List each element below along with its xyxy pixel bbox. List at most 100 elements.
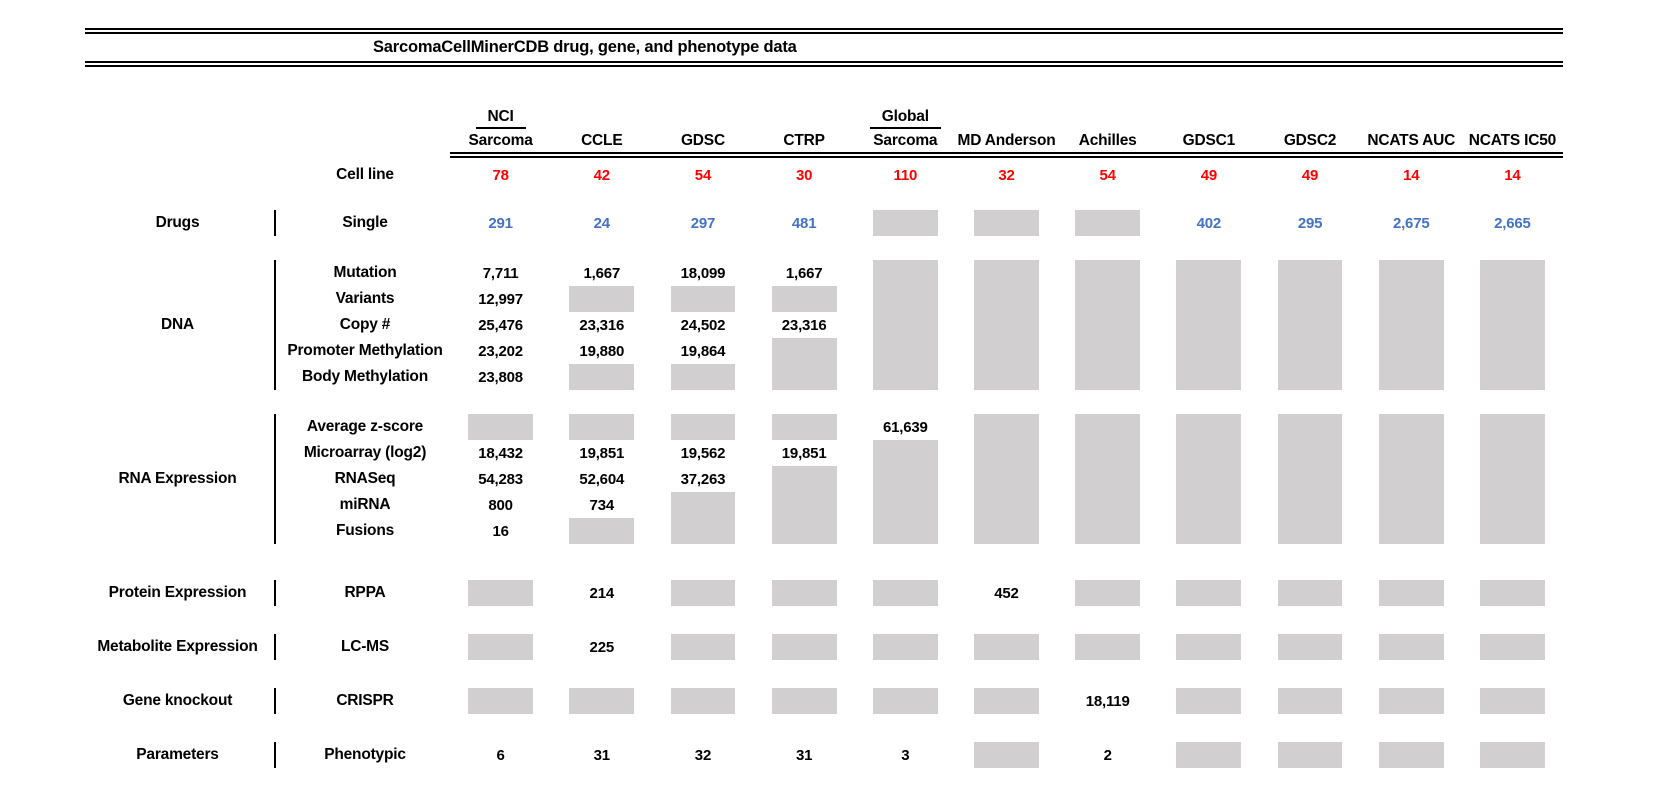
missing-data-cell bbox=[872, 338, 938, 364]
missing-data-cell bbox=[1378, 742, 1444, 768]
column-header-label: NCATS AUC bbox=[1367, 132, 1456, 149]
missing-data-cell bbox=[1176, 580, 1242, 606]
missing-data-cell bbox=[1378, 466, 1444, 492]
column-header: Global Sarcoma bbox=[855, 93, 956, 151]
missing-data-cell bbox=[468, 414, 533, 440]
missing-data-cell bbox=[670, 414, 736, 440]
missing-data-cell bbox=[974, 440, 1039, 466]
data-cell: 16 bbox=[492, 522, 509, 540]
missing-data-cell bbox=[1277, 742, 1343, 768]
missing-data-cell bbox=[974, 634, 1039, 660]
category-divider-bar bbox=[274, 414, 276, 544]
missing-data-cell bbox=[771, 338, 837, 364]
missing-data-cell bbox=[1176, 742, 1242, 768]
column-header-label: Sarcoma bbox=[873, 132, 938, 149]
data-cell: 32 bbox=[694, 746, 712, 764]
row-label: Fusions bbox=[335, 522, 395, 539]
data-cell: 18,099 bbox=[680, 264, 726, 282]
column-header: CCLE bbox=[551, 93, 652, 151]
column-header-label: NCATS IC50 bbox=[1468, 132, 1557, 149]
row-label: RPPA bbox=[344, 584, 386, 601]
missing-data-cell bbox=[1176, 492, 1242, 518]
missing-data-cell bbox=[1480, 312, 1545, 338]
row-label: Variants bbox=[335, 290, 395, 307]
data-cell: 481 bbox=[791, 214, 817, 232]
data-cell: 61,639 bbox=[882, 418, 928, 436]
data-cell: 1,667 bbox=[785, 264, 823, 282]
missing-data-cell bbox=[569, 286, 635, 312]
row-label: Microarray (log2) bbox=[303, 444, 427, 461]
missing-data-cell bbox=[1378, 286, 1444, 312]
missing-data-cell bbox=[670, 286, 736, 312]
missing-data-cell bbox=[771, 580, 837, 606]
column-header-label: GDSC2 bbox=[1283, 132, 1337, 149]
missing-data-cell bbox=[1378, 440, 1444, 466]
missing-data-cell bbox=[872, 312, 938, 338]
data-cell: 18,432 bbox=[478, 444, 523, 462]
missing-data-cell bbox=[670, 688, 736, 714]
data-cell: 2 bbox=[1103, 746, 1112, 764]
missing-data-cell bbox=[1480, 440, 1545, 466]
data-cell: 24,502 bbox=[680, 316, 726, 334]
missing-data-cell bbox=[1277, 492, 1343, 518]
missing-data-cell bbox=[1176, 338, 1242, 364]
missing-data-cell bbox=[670, 518, 736, 544]
column-header-label: Achilles bbox=[1078, 132, 1137, 149]
missing-data-cell bbox=[1176, 414, 1242, 440]
missing-data-cell bbox=[1480, 364, 1545, 390]
missing-data-cell bbox=[974, 364, 1039, 390]
section-gene-knockout: Gene knockout CRISPR 18,119 bbox=[85, 688, 1563, 714]
missing-data-cell bbox=[1277, 364, 1343, 390]
category-divider-bar bbox=[274, 260, 276, 390]
row-label: Single bbox=[342, 214, 388, 231]
category-divider-bar bbox=[274, 580, 276, 606]
missing-data-cell bbox=[974, 688, 1039, 714]
missing-data-cell bbox=[1378, 492, 1444, 518]
missing-data-cell bbox=[872, 364, 938, 390]
missing-data-cell bbox=[771, 466, 837, 492]
missing-data-cell bbox=[1378, 312, 1444, 338]
data-cell: 37,263 bbox=[680, 470, 726, 488]
missing-data-cell bbox=[974, 414, 1039, 440]
missing-data-cell bbox=[1176, 466, 1242, 492]
missing-data-cell bbox=[468, 634, 533, 660]
category-label: DNA bbox=[161, 316, 194, 333]
missing-data-cell bbox=[569, 688, 635, 714]
category-divider-bar bbox=[274, 688, 276, 714]
missing-data-cell bbox=[1378, 518, 1444, 544]
missing-data-cell bbox=[1277, 634, 1343, 660]
missing-data-cell bbox=[1176, 518, 1242, 544]
column-header: MD Anderson bbox=[956, 93, 1057, 151]
data-cell: 19,851 bbox=[781, 444, 827, 462]
section-metabolite-expression: Metabolite Expression LC-MS 225 bbox=[85, 634, 1563, 660]
missing-data-cell bbox=[974, 260, 1039, 286]
data-cell: 23,808 bbox=[478, 368, 523, 386]
section-protein-expression: Protein Expression RPPA 214 452 bbox=[85, 580, 1563, 606]
section-drugs: Drugs Single 291 24 297 481 402 295 2,675 2,665 bbox=[85, 210, 1563, 236]
data-cell: 24 bbox=[593, 214, 610, 232]
missing-data-cell bbox=[1075, 260, 1141, 286]
data-cell: 297 bbox=[690, 214, 716, 232]
missing-data-cell bbox=[1075, 518, 1141, 544]
cell-line-count: 54 bbox=[1099, 166, 1116, 184]
missing-data-cell bbox=[771, 364, 837, 390]
missing-data-cell bbox=[569, 518, 635, 544]
category-label: RNA Expression bbox=[118, 470, 237, 487]
data-cell: 7,711 bbox=[482, 264, 519, 282]
row-label: CRISPR bbox=[336, 692, 394, 709]
category-divider-bar bbox=[274, 634, 276, 660]
data-cell: 25,476 bbox=[478, 316, 523, 334]
missing-data-cell bbox=[974, 466, 1039, 492]
missing-data-cell bbox=[1075, 364, 1141, 390]
data-cell: 18,119 bbox=[1085, 692, 1130, 710]
missing-data-cell bbox=[1277, 260, 1343, 286]
missing-data-cell bbox=[1277, 338, 1343, 364]
column-header-label: GDSC1 bbox=[1182, 132, 1236, 149]
missing-data-cell bbox=[872, 634, 938, 660]
missing-data-cell bbox=[974, 312, 1039, 338]
missing-data-cell bbox=[872, 492, 938, 518]
missing-data-cell bbox=[1277, 466, 1343, 492]
missing-data-cell bbox=[1176, 688, 1242, 714]
missing-data-cell bbox=[670, 634, 736, 660]
missing-data-cell bbox=[1378, 260, 1444, 286]
